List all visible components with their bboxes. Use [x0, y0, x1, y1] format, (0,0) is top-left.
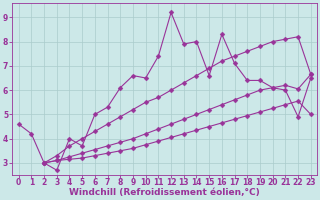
X-axis label: Windchill (Refroidissement éolien,°C): Windchill (Refroidissement éolien,°C) [69, 188, 260, 197]
